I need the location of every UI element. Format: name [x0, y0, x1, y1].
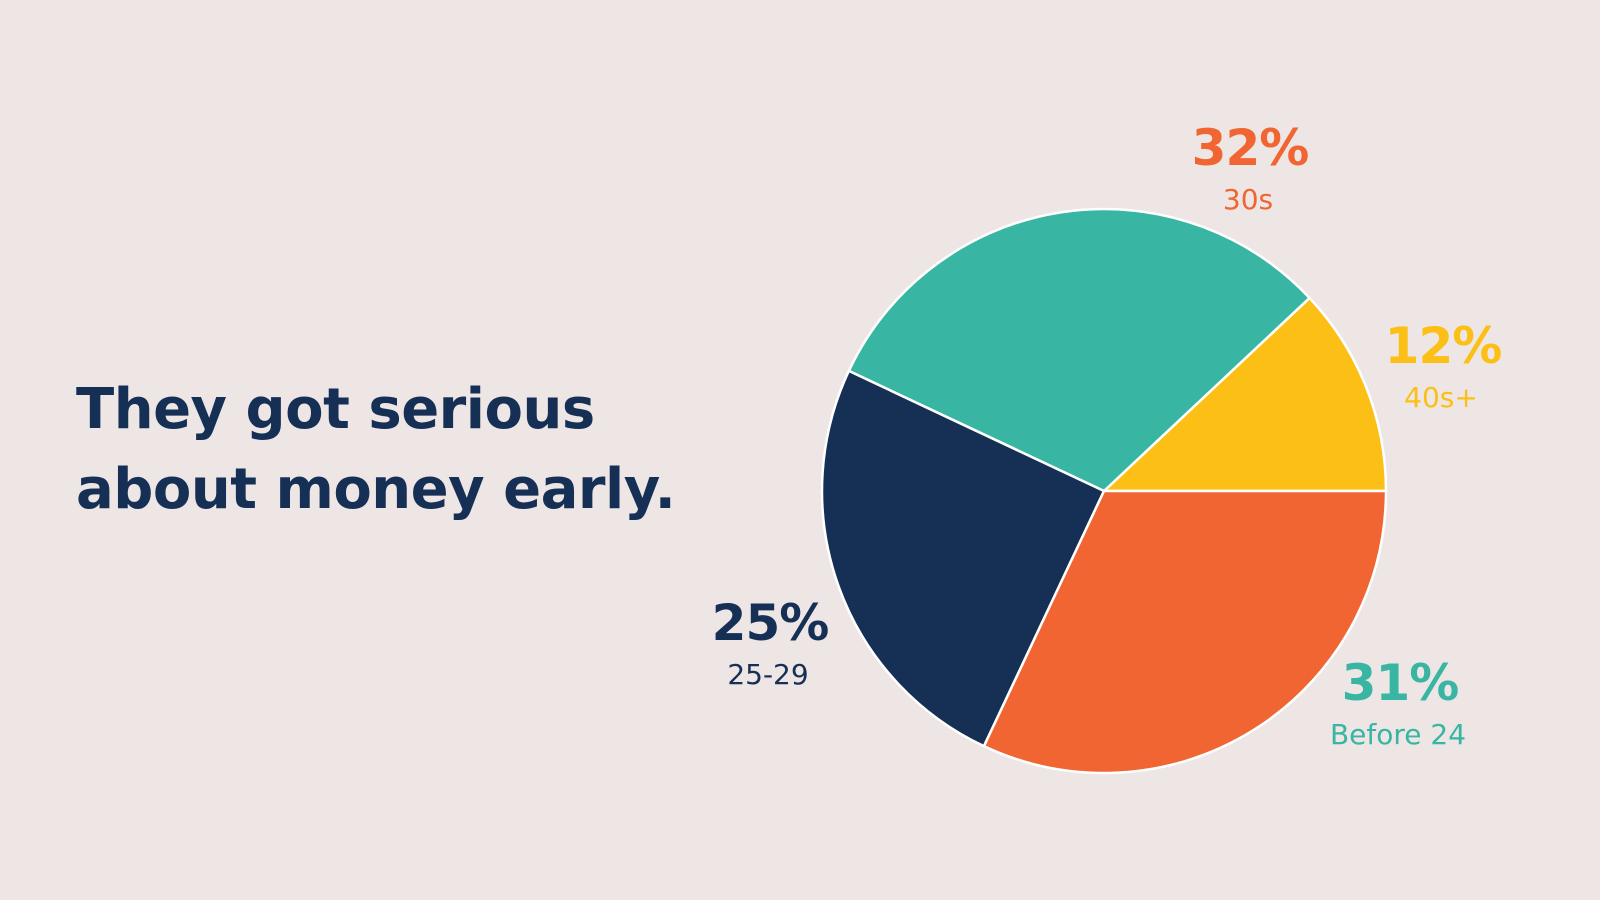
slice-percent-label: 12% — [1385, 317, 1502, 375]
slice-category-label: Before 24 — [1330, 718, 1466, 751]
slice-category-label: 25-29 — [727, 658, 808, 691]
headline-line-2: about money early. — [76, 457, 676, 522]
slice-percent-label: 31% — [1342, 654, 1459, 712]
slice-percent-label: 32% — [1192, 119, 1309, 177]
slice-category-label: 30s — [1223, 183, 1273, 216]
slice-label-before-24: 31% Before 24 — [1330, 654, 1466, 751]
slice-label-30s: 32%30s — [1192, 119, 1310, 216]
pie-slice-30s — [982, 489, 1388, 775]
slice-label-25-29: 25% 25-29 — [712, 594, 830, 691]
slice-category-label: 40s+ — [1404, 381, 1478, 414]
pie-slice-25-29 — [820, 369, 1106, 748]
pie-slice-40s- — [1102, 296, 1388, 493]
pie-slices — [820, 207, 1388, 775]
chart-headline: They got serious about money early. — [76, 370, 676, 530]
pie-slice-before-24 — [847, 207, 1311, 493]
headline-line-1: They got serious — [76, 377, 595, 442]
slice-percent-label: 25% — [712, 594, 829, 652]
slice-label-40s-: 12% 40s+ — [1385, 317, 1503, 414]
